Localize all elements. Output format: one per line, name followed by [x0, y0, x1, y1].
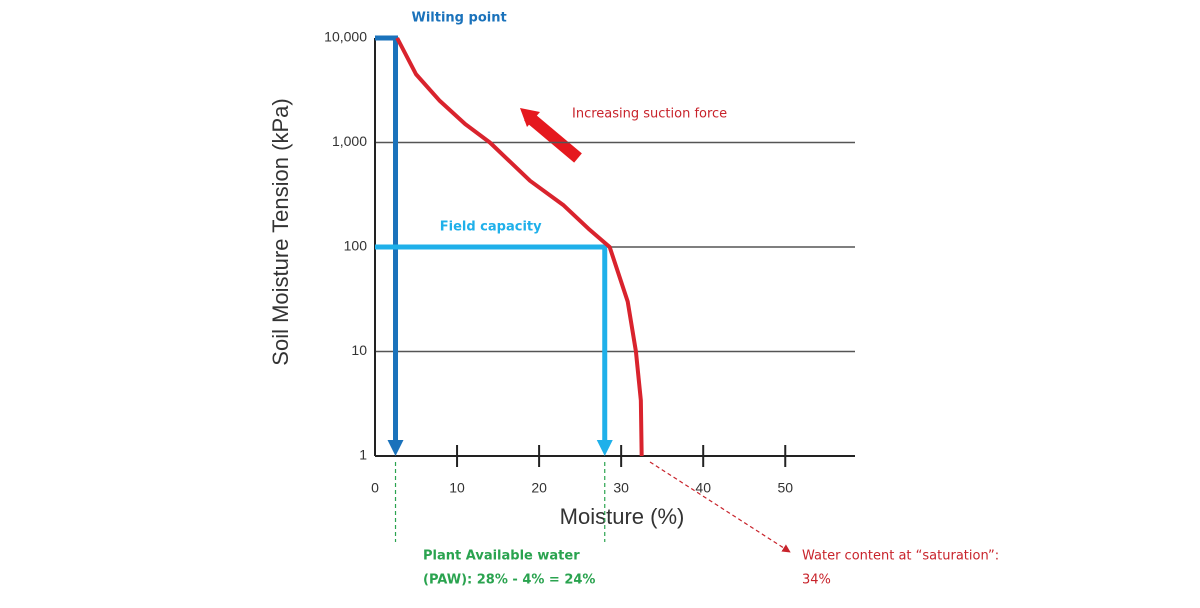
paw-label: (PAW): 28% - 4% = 24%: [423, 573, 595, 588]
x-tick-label: 50: [777, 480, 793, 496]
saturation-label: 34%: [802, 573, 831, 588]
marker-arrowhead: [596, 440, 613, 456]
marker-arrowhead: [387, 440, 404, 456]
y-tick-label: 1,000: [332, 133, 367, 149]
marker-arrow: [375, 244, 608, 442]
suction-arrowhead: [520, 108, 540, 127]
suction-arrow: [524, 111, 582, 163]
x-axis-title: Moisture (%): [560, 504, 685, 529]
x-tick-label: 30: [613, 480, 629, 496]
y-axis-title: Soil Moisture Tension (kPa): [268, 98, 293, 365]
y-tick-label: 100: [344, 238, 368, 254]
suction-label: Increasing suction force: [572, 107, 727, 122]
y-tick-label: 10,000: [324, 29, 367, 45]
x-tick-label: 0: [371, 480, 379, 496]
line: [395, 37, 644, 457]
y-tick-label: 10: [351, 342, 367, 358]
marker-arrow: [375, 35, 399, 442]
saturation-label: Water content at “saturation”:: [802, 549, 999, 564]
x-tick-label: 10: [449, 480, 465, 496]
marker-label: Field capacity: [440, 220, 542, 235]
paw-label: Plant Available water: [423, 549, 580, 564]
y-tick-label: 1: [359, 447, 367, 463]
x-tick-label: 40: [695, 480, 711, 496]
marker-label: Wilting point: [412, 11, 507, 26]
x-tick-label: 20: [531, 480, 547, 496]
